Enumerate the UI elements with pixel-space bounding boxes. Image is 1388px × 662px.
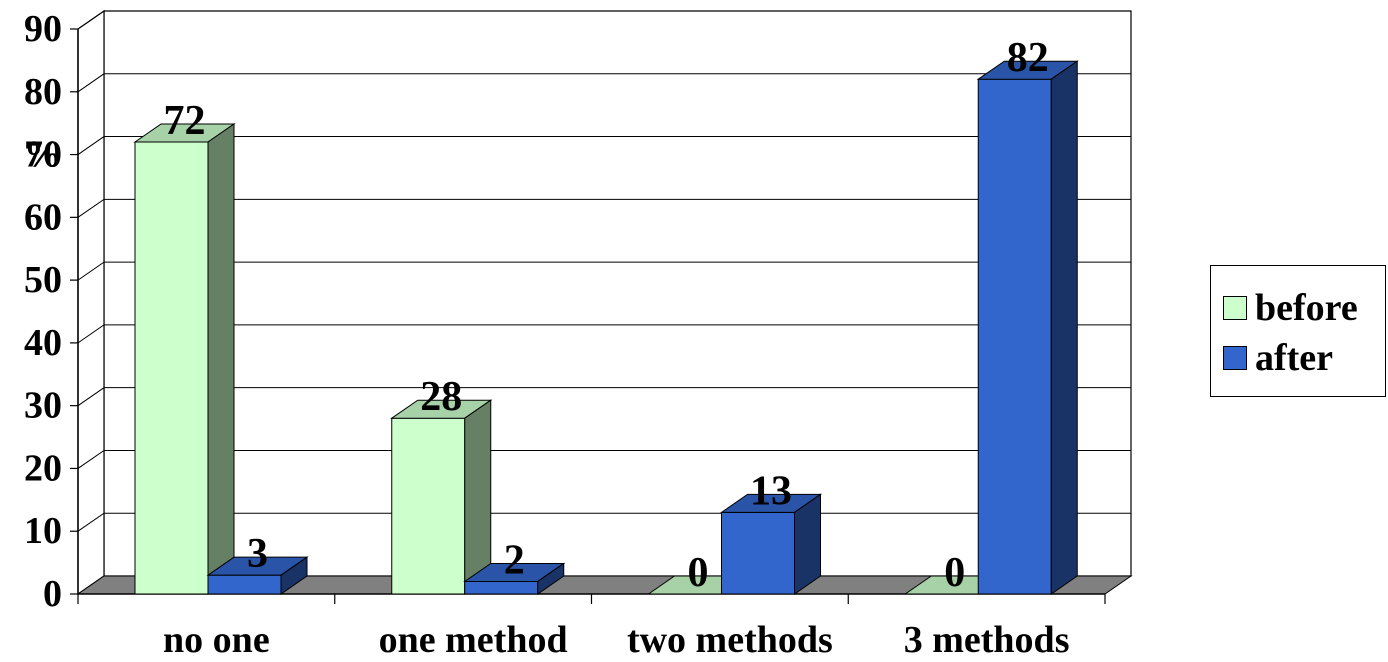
gridline — [77, 449, 1131, 469]
back-wall — [103, 10, 1132, 577]
legend-swatch-before — [1223, 296, 1247, 320]
gridline — [77, 324, 1131, 344]
data-label: 13 — [750, 468, 792, 514]
data-label: 2 — [504, 537, 525, 583]
legend-swatch-after — [1223, 346, 1247, 370]
x-tick-label: one method — [379, 619, 568, 661]
gridline — [77, 73, 1131, 93]
data-label: 0 — [944, 550, 965, 596]
legend: before after — [1210, 265, 1386, 397]
x-tick-label: 3 methods — [904, 619, 1070, 661]
y-tick-label: 60 — [24, 196, 62, 238]
x-tick-label: two methods — [627, 619, 833, 661]
y-tick-label: 10 — [24, 510, 62, 552]
legend-label-before: before — [1255, 287, 1358, 329]
x-tick-label: no one — [163, 619, 270, 661]
y-tick-label: 50 — [24, 259, 62, 301]
gridline — [77, 198, 1131, 218]
data-label: 0 — [688, 550, 709, 596]
bar-side — [537, 562, 565, 595]
y-tick-label: 70 — [24, 134, 62, 176]
bar-front — [977, 78, 1052, 595]
bar-side — [207, 123, 235, 595]
legend-item-before: before — [1223, 288, 1358, 328]
y-tick-label: 40 — [24, 322, 62, 364]
legend-item-after: after — [1223, 338, 1333, 378]
gridline — [77, 261, 1131, 281]
bar-side — [1050, 60, 1078, 595]
bar-front — [464, 580, 539, 595]
gridlines — [77, 10, 1131, 532]
y-tick-label: 90 — [24, 8, 62, 50]
data-label: 82 — [1007, 35, 1049, 81]
y-tick-label: 0 — [43, 573, 62, 615]
y-tick-label: 20 — [24, 447, 62, 489]
y-tick-label: 30 — [24, 385, 62, 427]
bar-front — [721, 511, 795, 595]
bar-front — [134, 141, 209, 595]
data-label: 28 — [420, 374, 462, 420]
chart-walls — [77, 9, 1132, 596]
gridline — [77, 136, 1131, 155]
data-label: 72 — [164, 98, 206, 144]
data-label: 3 — [247, 531, 268, 577]
side-wall — [77, 9, 105, 596]
y-axis-unit-label: % — [24, 134, 62, 176]
gridline — [77, 387, 1131, 407]
bars — [133, 60, 1079, 595]
data-labels: 72 28 0 0 3 2 13 82 — [164, 35, 1049, 596]
gridline — [77, 10, 1131, 30]
bar-front — [391, 417, 466, 595]
bar-side — [280, 556, 308, 595]
bar-side — [794, 493, 821, 595]
y-tick-label: 80 — [24, 71, 62, 113]
bar-side — [464, 399, 492, 595]
legend-label-after: after — [1255, 337, 1334, 379]
bar-front — [207, 574, 282, 595]
